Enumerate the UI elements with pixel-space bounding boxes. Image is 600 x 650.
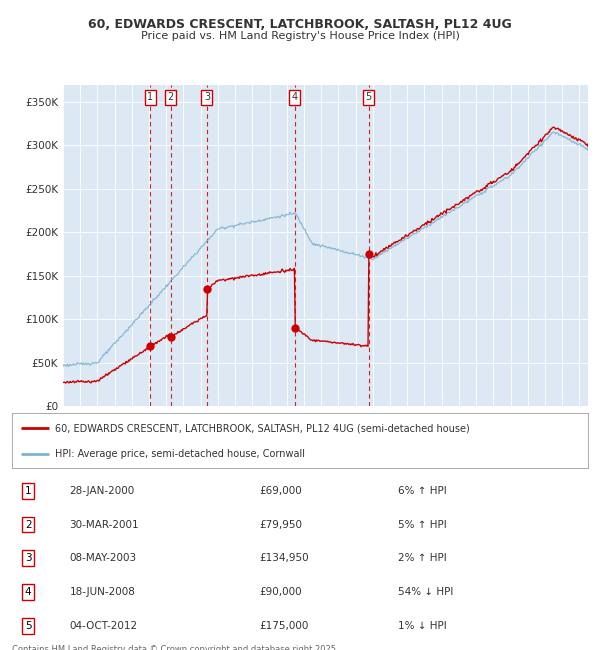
- Text: 3: 3: [25, 553, 31, 564]
- Text: £90,000: £90,000: [260, 587, 302, 597]
- Text: Price paid vs. HM Land Registry's House Price Index (HPI): Price paid vs. HM Land Registry's House …: [140, 31, 460, 41]
- Text: 2% ↑ HPI: 2% ↑ HPI: [398, 553, 446, 564]
- Text: 04-OCT-2012: 04-OCT-2012: [70, 621, 138, 631]
- Text: 18-JUN-2008: 18-JUN-2008: [70, 587, 136, 597]
- Text: 2: 2: [167, 92, 174, 102]
- Text: 08-MAY-2003: 08-MAY-2003: [70, 553, 137, 564]
- Text: 2: 2: [25, 519, 31, 530]
- Text: 1% ↓ HPI: 1% ↓ HPI: [398, 621, 446, 631]
- Text: 30-MAR-2001: 30-MAR-2001: [70, 519, 139, 530]
- Text: 54% ↓ HPI: 54% ↓ HPI: [398, 587, 453, 597]
- Text: 5: 5: [25, 621, 31, 631]
- Text: 5% ↑ HPI: 5% ↑ HPI: [398, 519, 446, 530]
- Text: £69,000: £69,000: [260, 486, 302, 496]
- Text: 60, EDWARDS CRESCENT, LATCHBROOK, SALTASH, PL12 4UG (semi-detached house): 60, EDWARDS CRESCENT, LATCHBROOK, SALTAS…: [55, 423, 470, 433]
- Text: HPI: Average price, semi-detached house, Cornwall: HPI: Average price, semi-detached house,…: [55, 449, 305, 459]
- Text: £134,950: £134,950: [260, 553, 310, 564]
- Text: 1: 1: [25, 486, 31, 496]
- Text: 4: 4: [25, 587, 31, 597]
- Text: £175,000: £175,000: [260, 621, 309, 631]
- Text: £79,950: £79,950: [260, 519, 302, 530]
- Text: 5: 5: [365, 92, 372, 102]
- Text: Contains HM Land Registry data © Crown copyright and database right 2025.
This d: Contains HM Land Registry data © Crown c…: [12, 645, 338, 650]
- Text: 1: 1: [147, 92, 154, 102]
- Text: 60, EDWARDS CRESCENT, LATCHBROOK, SALTASH, PL12 4UG: 60, EDWARDS CRESCENT, LATCHBROOK, SALTAS…: [88, 18, 512, 31]
- Text: 4: 4: [292, 92, 298, 102]
- Text: 6% ↑ HPI: 6% ↑ HPI: [398, 486, 446, 496]
- Text: 28-JAN-2000: 28-JAN-2000: [70, 486, 135, 496]
- Text: 3: 3: [204, 92, 210, 102]
